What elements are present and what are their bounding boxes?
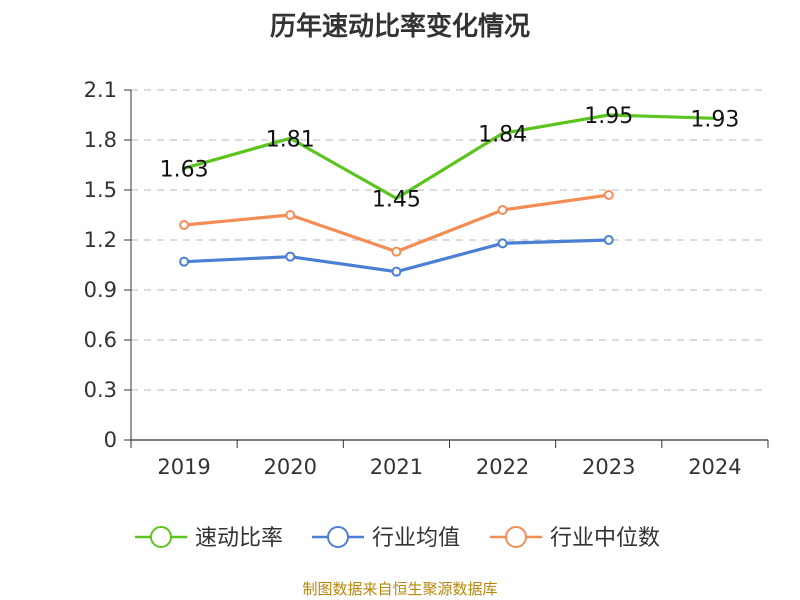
x-tick-label: 2019: [157, 455, 210, 479]
y-tick-label: 0.3: [84, 378, 117, 402]
data-point: [391, 246, 402, 257]
legend-marker: [505, 526, 527, 548]
legend-label: 速动比率: [195, 526, 283, 551]
data-point: [391, 266, 402, 277]
x-tick-label: 2020: [264, 455, 317, 479]
y-tick-label: 0.6: [84, 328, 117, 352]
data-label: 1.63: [160, 157, 209, 182]
chart-title: 历年速动比率变化情况: [269, 12, 530, 42]
data-point: [179, 256, 190, 267]
data-label: 1.95: [584, 104, 633, 129]
legend-marker: [327, 526, 349, 548]
data-source-note: 制图数据来自恒生聚源数据库: [302, 580, 498, 598]
data-point: [603, 190, 614, 200]
legend-marker: [150, 526, 172, 548]
y-tick-label: 1.5: [84, 178, 117, 202]
legend-label: 行业中位数: [550, 526, 660, 551]
data-point: [497, 238, 508, 249]
data-point: [603, 235, 614, 245]
x-tick-label: 2021: [370, 455, 423, 479]
data-point: [497, 205, 508, 215]
x-tick-label: 2022: [476, 455, 529, 479]
x-tick-label: 2023: [582, 455, 635, 479]
y-tick-label: 2.1: [84, 78, 117, 102]
data-point: [179, 220, 190, 230]
data-label: 1.84: [478, 122, 527, 147]
y-tick-label: 0: [104, 428, 117, 452]
data-label: 1.93: [690, 107, 739, 132]
y-tick-label: 0.9: [84, 278, 117, 302]
data-point: [285, 251, 296, 262]
axes: 0 0.3 0.6 0.9 1.2 1.5 1.8 2.1 2019 2020 2021 2022 20…: [84, 78, 769, 479]
y-tick-label: 1.8: [84, 128, 117, 152]
data-label: 1.45: [372, 187, 421, 212]
grid-lines: [131, 89, 768, 391]
data-point: [285, 210, 296, 220]
x-tick-label: 2024: [688, 455, 741, 479]
series-lines: [179, 113, 715, 277]
legend: 速动比率 行业均值 行业中位数: [135, 526, 660, 551]
data-labels: 1.63 1.81 1.45 1.84 1.95 1.93: [160, 104, 740, 212]
data-label: 1.81: [266, 127, 315, 152]
y-tick-label: 1.2: [84, 228, 117, 252]
series-line-0: [183, 113, 715, 200]
legend-label: 行业均值: [372, 526, 460, 551]
